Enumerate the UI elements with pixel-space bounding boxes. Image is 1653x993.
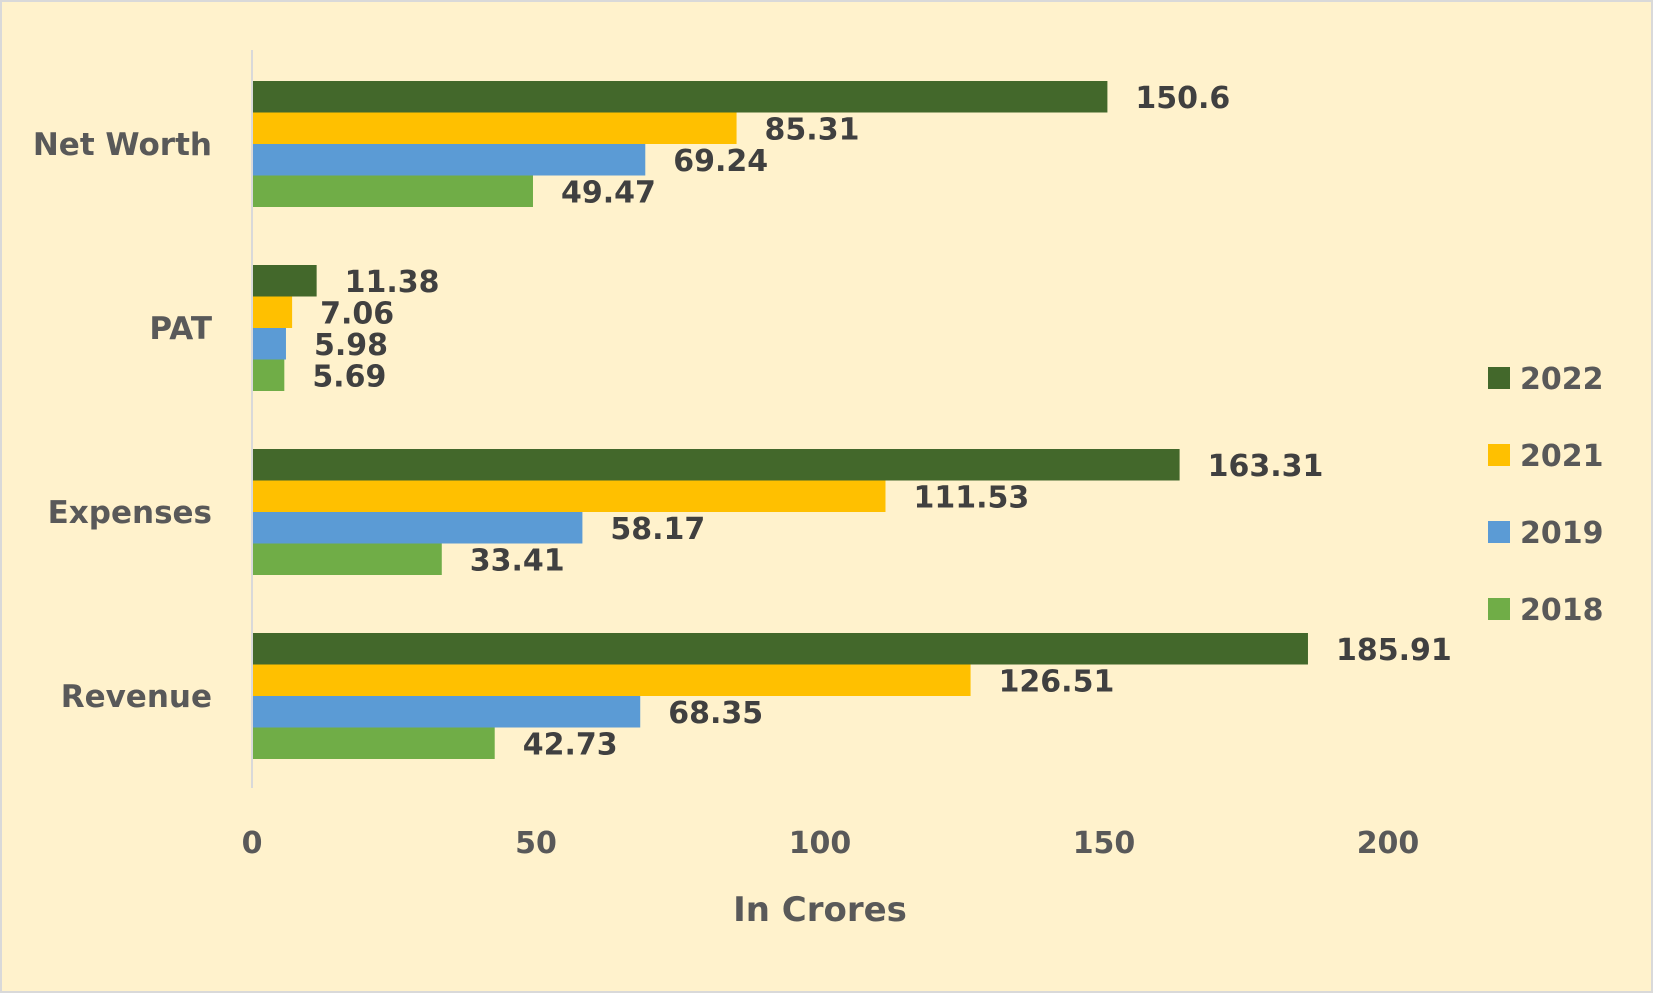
data-label: 33.41 (470, 543, 565, 578)
bar-2019-pat (253, 328, 286, 360)
bar-2022-pat (253, 265, 317, 297)
bar-2021-revenue (253, 664, 971, 696)
data-label: 85.31 (765, 112, 860, 147)
bar-2022-expenses (253, 449, 1180, 481)
data-label: 49.47 (561, 175, 656, 210)
data-label: 126.51 (999, 664, 1115, 699)
category-label: Net Worth (33, 127, 212, 163)
bar-2021-expenses (253, 480, 886, 512)
x-tick-label: 150 (1073, 826, 1136, 861)
data-label: 42.73 (523, 727, 618, 762)
data-label: 69.24 (673, 144, 768, 179)
data-label: 163.31 (1208, 449, 1324, 484)
data-label: 11.38 (345, 265, 440, 300)
legend-swatch-2019 (1488, 521, 1510, 543)
bar-2019-net-worth (253, 144, 646, 176)
data-label: 7.06 (320, 296, 394, 331)
bar-2018-revenue (253, 727, 495, 759)
legend-label: 2021 (1520, 439, 1604, 474)
x-tick-label: 100 (789, 826, 852, 861)
legend-swatch-2021 (1488, 444, 1510, 466)
category-label: Expenses (48, 495, 212, 531)
data-label: 5.98 (314, 328, 388, 363)
bar-2022-net-worth (253, 81, 1108, 113)
legend-swatch-2018 (1488, 598, 1510, 620)
data-label: 68.35 (668, 696, 763, 731)
x-tick-label: 0 (242, 826, 263, 861)
legend-label: 2018 (1520, 593, 1604, 628)
data-label: 185.91 (1336, 633, 1452, 668)
bar-2021-pat (253, 296, 293, 328)
bar-2022-revenue (253, 633, 1308, 665)
data-label: 58.17 (610, 512, 705, 547)
bar-2021-net-worth (253, 112, 737, 144)
legend-label: 2022 (1520, 362, 1604, 397)
x-axis-title: In Crores (733, 890, 907, 930)
category-label: PAT (149, 311, 212, 347)
legend-label: 2019 (1520, 516, 1604, 551)
x-tick-label: 50 (515, 826, 557, 861)
bar-2019-expenses (253, 512, 583, 544)
x-tick-label: 200 (1357, 826, 1420, 861)
bar-2018-net-worth (253, 175, 533, 207)
category-label: Revenue (61, 679, 212, 715)
bar-2019-revenue (253, 696, 641, 728)
data-label: 111.53 (913, 480, 1029, 515)
legend-swatch-2022 (1488, 367, 1510, 389)
data-label: 5.69 (312, 359, 386, 394)
bar-2018-expenses (253, 543, 442, 575)
data-label: 150.6 (1135, 81, 1230, 116)
bar-2018-pat (253, 359, 285, 391)
